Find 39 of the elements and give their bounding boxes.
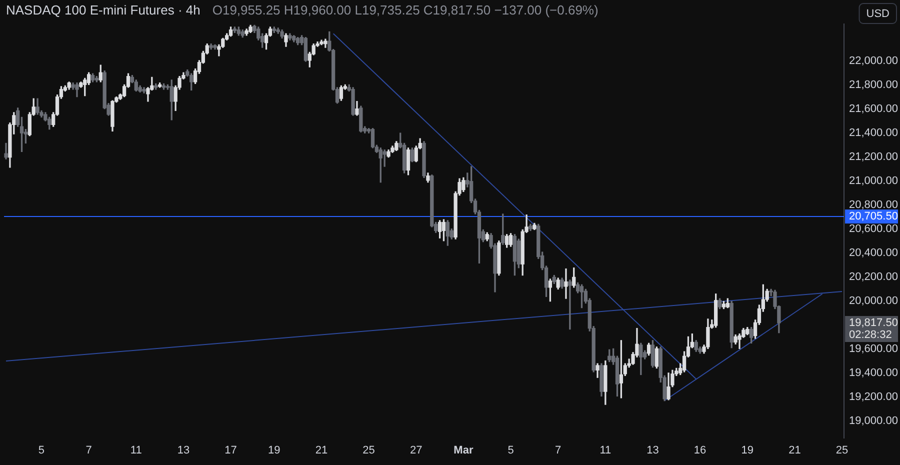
y-tick-label: 21,200.00 bbox=[849, 151, 898, 164]
x-tick-label: 7 bbox=[86, 444, 92, 456]
x-tick-label: 16 bbox=[694, 444, 706, 456]
y-tick-label: 19,400.00 bbox=[849, 367, 898, 380]
y-tick-label: 20,600.00 bbox=[849, 223, 898, 236]
y-tick-label: 20,000.00 bbox=[849, 295, 898, 308]
x-tick-label: 19 bbox=[268, 444, 280, 456]
x-tick-label: 13 bbox=[177, 444, 190, 456]
y-tick-label: 19,600.00 bbox=[849, 343, 898, 356]
x-tick-label: 27 bbox=[410, 444, 422, 456]
x-tick-label: Mar bbox=[454, 444, 474, 456]
x-tick-label: 13 bbox=[646, 444, 659, 456]
y-tick-label: 21,400.00 bbox=[849, 127, 898, 140]
x-tick-label: 25 bbox=[836, 444, 848, 456]
x-tick-label: 11 bbox=[130, 444, 142, 456]
y-tick-label: 21,800.00 bbox=[849, 79, 898, 92]
x-tick-label: 11 bbox=[600, 444, 612, 456]
text: 02:28:32 bbox=[849, 328, 892, 341]
y-tick-label: 20,800.00 bbox=[849, 199, 898, 212]
y-tick-label: 21,000.00 bbox=[849, 175, 898, 188]
y-tick-label: 19,200.00 bbox=[849, 391, 898, 404]
y-tick-label: 20,200.00 bbox=[849, 271, 898, 284]
y-tick-label: 21,600.00 bbox=[849, 103, 898, 116]
x-tick-label: 21 bbox=[788, 444, 801, 456]
x-tick-label: 5 bbox=[508, 444, 514, 456]
text: 19,817.50 bbox=[849, 316, 898, 329]
ref-line-label: 20,705.50 bbox=[849, 210, 898, 222]
x-tick-label: 5 bbox=[38, 444, 45, 456]
x-tick-label: 7 bbox=[555, 444, 562, 456]
y-tick-label: 19,000.00 bbox=[849, 415, 898, 428]
x-tick-label: 19 bbox=[741, 444, 754, 456]
chart-title: NASDAQ 100 E-mini Futures · 4h bbox=[6, 2, 200, 18]
text: O19,955.25 H19,960.00 L19,735.25 C19,817.50 −137.00 (−0.69%) bbox=[212, 2, 598, 18]
y-tick-label: 22,000.00 bbox=[849, 55, 898, 68]
x-tick-label: 25 bbox=[362, 444, 375, 456]
x-tick-label: 17 bbox=[224, 444, 237, 456]
x-tick-label: 21 bbox=[315, 444, 328, 456]
y-axis-title: USD bbox=[866, 8, 890, 20]
y-tick-label: 20,400.00 bbox=[849, 247, 898, 260]
